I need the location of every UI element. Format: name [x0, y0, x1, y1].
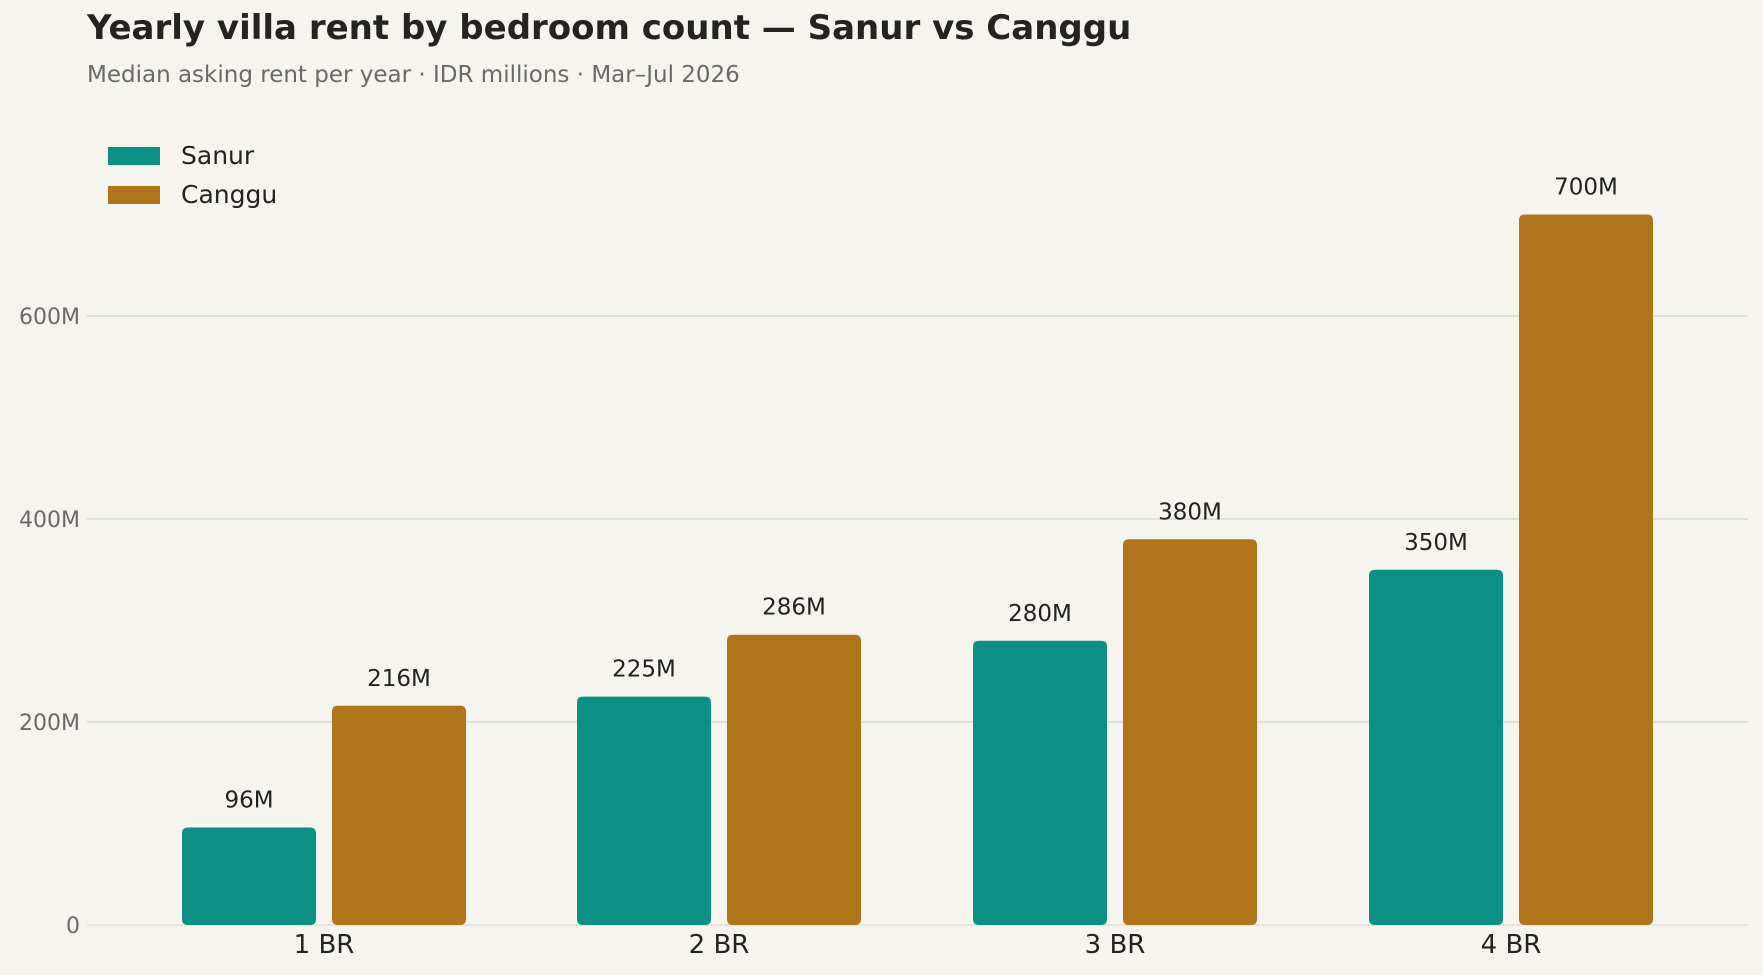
y-tick-label: 600M — [19, 305, 80, 330]
data-label: 380M — [1158, 499, 1222, 525]
bar-sanur-2br — [577, 696, 711, 925]
bar-canggu-4br — [1519, 214, 1653, 925]
bar-canggu-1br — [332, 705, 466, 925]
data-label: 280M — [1008, 601, 1072, 627]
y-tick-label: 200M — [19, 711, 80, 736]
x-category-label: 1 BR — [294, 930, 355, 960]
bar-sanur-1br — [182, 827, 316, 925]
y-tick-label: 400M — [19, 508, 80, 533]
bar-sanur-3br — [973, 640, 1107, 925]
bar-sanur-4br — [1369, 569, 1503, 925]
legend-swatch-canggu — [108, 186, 160, 204]
data-label: 350M — [1404, 530, 1468, 556]
y-tick-label: 0 — [66, 914, 80, 939]
legend-label-sanur: Sanur — [181, 141, 255, 170]
data-label: 700M — [1554, 175, 1618, 201]
x-category-label: 2 BR — [689, 930, 750, 960]
bar-canggu-3br — [1123, 539, 1257, 925]
x-category-label: 4 BR — [1481, 930, 1542, 960]
data-label: 216M — [367, 666, 431, 692]
data-label: 96M — [224, 788, 273, 814]
bar-canggu-2br — [727, 634, 861, 925]
data-label: 286M — [762, 595, 826, 621]
chart-title: Yearly villa rent by bedroom count — San… — [87, 8, 1132, 48]
legend-swatch-sanur — [108, 147, 160, 165]
data-label: 225M — [612, 657, 676, 683]
chart-subtitle: Median asking rent per year · IDR millio… — [87, 62, 740, 88]
x-category-label: 3 BR — [1085, 930, 1146, 960]
legend-label-canggu: Canggu — [181, 180, 277, 209]
